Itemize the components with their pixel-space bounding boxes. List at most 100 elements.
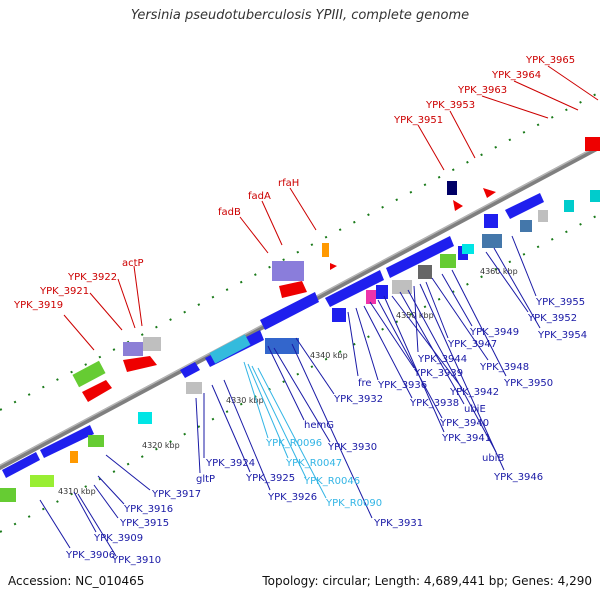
label-ypk3964: YPK_3964 xyxy=(491,70,541,81)
tick-4340: 4340 kbp xyxy=(310,351,348,360)
label-ypk3938: YPK_3938 xyxy=(409,398,459,409)
gene-block xyxy=(138,412,152,424)
upper-leaders xyxy=(63,65,599,351)
gene-arrow xyxy=(505,193,544,219)
gene-block xyxy=(585,137,600,151)
gene-arrow xyxy=(82,380,112,402)
label-ypk3909: YPK_3909 xyxy=(93,533,143,544)
label-ypk3949: YPK_3949 xyxy=(469,327,519,338)
label-ypk3930: YPK_3930 xyxy=(327,442,377,453)
gene-block xyxy=(123,342,143,356)
gene-arrow xyxy=(260,292,319,330)
rna-leaders xyxy=(243,361,327,499)
label-ypk3939: YPK_3939 xyxy=(413,368,463,379)
label-ypk3919: YPK_3919 xyxy=(13,300,63,311)
lower-features xyxy=(0,190,600,502)
upper-features xyxy=(72,137,600,402)
label-ypk3924: YPK_3924 xyxy=(205,458,255,469)
label-fadb: fadB xyxy=(218,207,241,218)
label-ypk3950: YPK_3950 xyxy=(503,378,553,389)
label-ypk3922: YPK_3922 xyxy=(67,272,117,283)
gene-block xyxy=(418,265,432,279)
label-ypk3916: YPK_3916 xyxy=(123,504,173,515)
gene-block xyxy=(538,210,548,222)
tick-4320: 4320 kbp xyxy=(142,441,180,450)
label-ypk3917: YPK_3917 xyxy=(151,489,201,500)
label-ypk3965: YPK_3965 xyxy=(525,55,575,66)
gene-block xyxy=(484,214,498,228)
label-ypk3915: YPK_3915 xyxy=(119,518,169,529)
tick-4350: 4350 kbp xyxy=(396,311,434,320)
gene-block xyxy=(322,243,329,257)
rna-labels: YPK_R0096 YPK_R0047 YPK_R0046 YPK_R0090 xyxy=(265,438,382,509)
gene-arrow xyxy=(279,281,307,298)
label-ypk3951: YPK_3951 xyxy=(393,115,443,126)
upper-labels: YPK_3919 YPK_3921 YPK_3922 actP fadB fad… xyxy=(13,55,575,311)
gene-block xyxy=(564,200,574,212)
label-ypk3941: YPK_3941 xyxy=(441,433,491,444)
gene-arrow xyxy=(2,452,40,478)
label-actp: actP xyxy=(122,258,144,269)
label-fre: fre xyxy=(358,378,372,389)
label-ypk3955: YPK_3955 xyxy=(535,297,585,308)
gene-block xyxy=(72,360,106,388)
label-r0046: YPK_R0046 xyxy=(303,476,360,487)
label-ypk3952: YPK_3952 xyxy=(527,313,577,324)
gene-block xyxy=(0,488,16,502)
label-ypk3948: YPK_3948 xyxy=(479,362,529,373)
dotted-guides xyxy=(0,91,600,533)
gene-block xyxy=(143,337,161,351)
label-r0096: YPK_R0096 xyxy=(265,438,322,449)
gene-arrow xyxy=(453,200,463,211)
gene-block xyxy=(366,290,376,304)
gene-block xyxy=(590,190,600,202)
label-ypk3953: YPK_3953 xyxy=(425,100,475,111)
label-ypk3947: YPK_3947 xyxy=(447,339,497,350)
label-ypk3963: YPK_3963 xyxy=(457,85,507,96)
label-ypk3942: YPK_3942 xyxy=(449,387,499,398)
tick-4310: 4310 kbp xyxy=(58,487,96,496)
label-ypk3944: YPK_3944 xyxy=(417,354,467,365)
accession-text: Accession: NC_010465 xyxy=(8,574,145,588)
gene-block xyxy=(376,285,388,299)
gene-arrow xyxy=(483,188,496,198)
gene-block xyxy=(30,475,54,487)
lower-leaders xyxy=(39,235,541,557)
map-title: Yersinia pseudotuberculosis YPIII, compl… xyxy=(130,8,470,23)
label-hemg: hemG xyxy=(304,420,334,431)
gene-block xyxy=(265,338,299,354)
label-ypk3932: YPK_3932 xyxy=(333,394,383,405)
label-ypk3921: YPK_3921 xyxy=(39,286,89,297)
kbp-ticks: 4310 kbp 4320 kbp 4330 kbp 4340 kbp 4350… xyxy=(58,267,518,496)
gene-arrow xyxy=(180,362,200,378)
label-rfah: rfaH xyxy=(278,178,299,189)
gene-arrow xyxy=(40,425,94,458)
gene-block xyxy=(440,254,456,268)
tick-4360: 4360 kbp xyxy=(480,267,518,276)
label-ypk3946: YPK_3946 xyxy=(493,472,543,483)
gene-arrow xyxy=(325,270,384,307)
gene-block xyxy=(88,435,104,447)
gene-block xyxy=(482,234,502,248)
label-ypk3906: YPK_3906 xyxy=(65,550,115,561)
gene-block xyxy=(332,308,346,322)
label-ypk3954: YPK_3954 xyxy=(537,330,587,341)
label-ypk3925: YPK_3925 xyxy=(245,473,295,484)
gene-arrow xyxy=(330,263,337,270)
gene-block xyxy=(520,220,532,232)
lower-labels: YPK_3906 YPK_3909 YPK_3910 YPK_3915 YPK_… xyxy=(65,297,587,566)
label-ypk3940: YPK_3940 xyxy=(439,418,489,429)
label-ypk3910: YPK_3910 xyxy=(111,555,161,566)
gene-block xyxy=(186,382,202,394)
label-ubie: ubiE xyxy=(464,404,486,415)
label-ypk3931: YPK_3931 xyxy=(373,518,423,529)
tick-4330: 4330 kbp xyxy=(226,396,264,405)
gene-arrow xyxy=(123,356,157,372)
label-gltp: gltP xyxy=(196,474,215,485)
genome-summary-text: Topology: circular; Length: 4,689,441 bp… xyxy=(262,574,592,588)
label-ubib: ubiB xyxy=(482,453,504,464)
gene-block xyxy=(462,244,474,254)
label-fada: fadA xyxy=(248,191,271,202)
